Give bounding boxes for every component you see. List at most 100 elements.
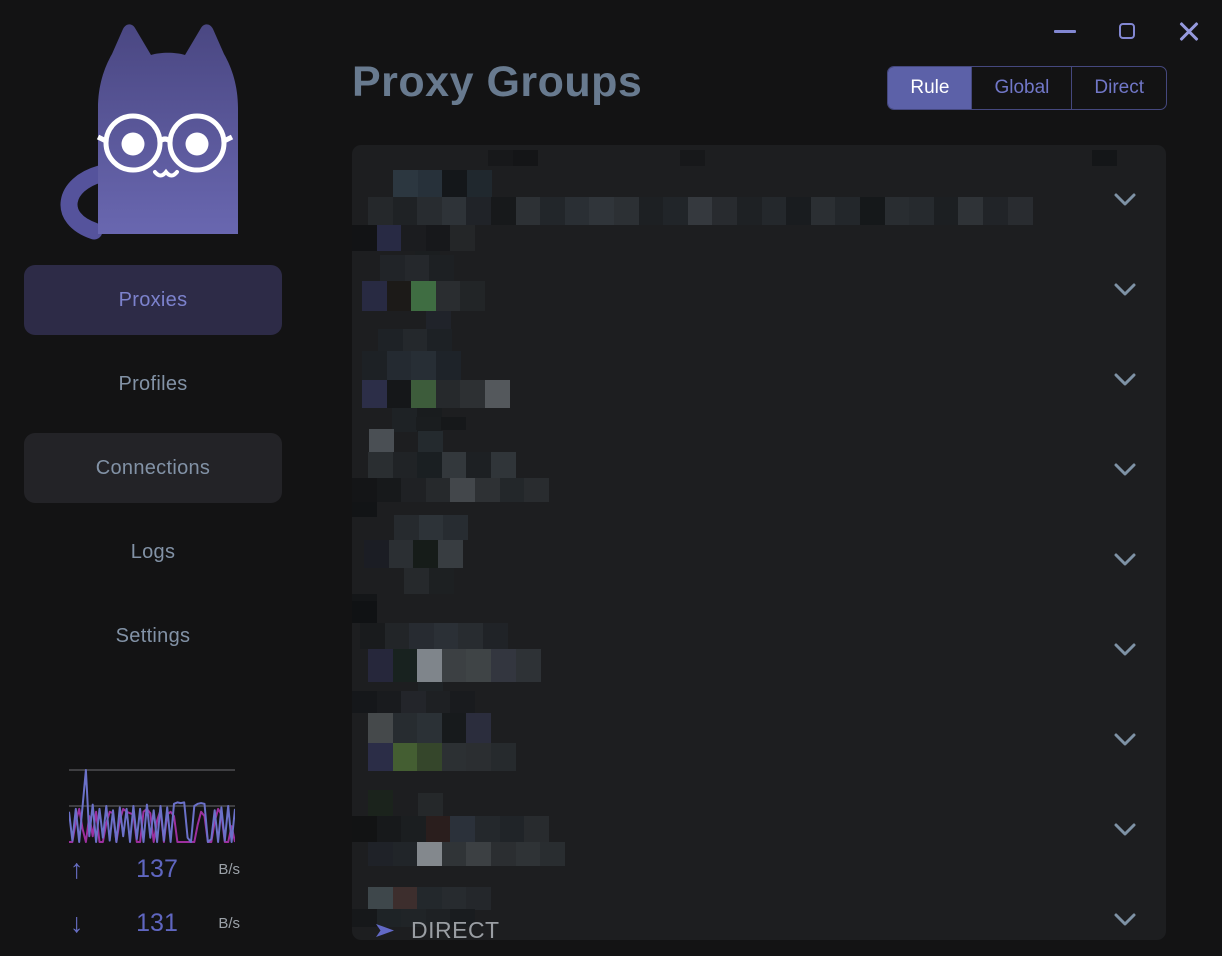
redacted-tile <box>515 197 541 225</box>
group-2-expand-button[interactable] <box>1112 282 1138 300</box>
group-3-expand-button[interactable] <box>1112 372 1138 390</box>
redacted-tile <box>488 150 514 166</box>
group-9-expand-button[interactable] <box>1112 912 1138 930</box>
redacted-tile <box>564 197 590 225</box>
redacted-tile <box>401 691 427 713</box>
redacted-tile <box>352 816 378 842</box>
redacted-tile <box>417 170 443 197</box>
redacted-tile <box>466 743 492 771</box>
sidebar-item-logs[interactable]: Logs <box>130 540 176 563</box>
redacted-tile <box>417 842 443 866</box>
redacted-tile <box>404 255 430 281</box>
redacted-tile <box>524 478 550 502</box>
redacted-tile <box>364 540 390 568</box>
redacted-tile <box>466 842 492 866</box>
redacted-tile <box>499 478 525 502</box>
redacted-tile <box>376 816 402 842</box>
group-8-expand-button[interactable] <box>1112 822 1138 840</box>
cat-logo-icon <box>60 24 238 240</box>
minimize-button[interactable] <box>1048 14 1082 48</box>
maximize-icon <box>1119 23 1135 39</box>
download-arrow-icon: ↓ <box>70 907 84 938</box>
redacted-tile <box>362 351 388 380</box>
redacted-tile <box>441 713 467 743</box>
redacted-tile <box>958 197 984 225</box>
sidebar-item-proxies[interactable]: Proxies <box>24 265 282 335</box>
redacted-tile <box>401 816 427 842</box>
close-button[interactable] <box>1172 14 1206 48</box>
redacted-tile <box>737 197 763 225</box>
redacted-tile <box>418 515 444 540</box>
redacted-tile <box>392 452 418 478</box>
redacted-tile <box>392 408 418 432</box>
sidebar-item-profiles[interactable]: Profiles <box>118 372 188 395</box>
redacted-tile <box>417 743 443 771</box>
group-5-expand-button[interactable] <box>1112 552 1138 570</box>
redacted-tile <box>386 281 412 311</box>
proxy-groups-panel[interactable]: DIRECT <box>352 145 1166 940</box>
redacted-tile <box>983 197 1009 225</box>
chevron-down-icon <box>1114 643 1136 656</box>
redacted-tile <box>394 515 420 540</box>
mode-rule-button[interactable]: Rule <box>888 67 972 109</box>
redacted-tile <box>392 842 418 866</box>
redacted-tile <box>435 380 461 408</box>
clash-cat-logo <box>52 16 252 246</box>
redacted-tile <box>458 623 484 649</box>
redacted-tile <box>450 225 476 251</box>
redacted-tile <box>712 197 738 225</box>
redacted-tile <box>680 150 706 166</box>
redacted-tile <box>440 417 466 430</box>
redacted-tile <box>460 380 486 408</box>
redacted-tile <box>386 351 412 380</box>
redacted-tile <box>376 691 402 713</box>
chevron-down-icon <box>1114 283 1136 296</box>
redacted-tile <box>835 197 861 225</box>
redacted-tile <box>411 351 437 380</box>
redacted-tile <box>352 691 378 713</box>
sidebar-item-settings[interactable]: Settings <box>115 624 191 647</box>
traffic-line-download <box>69 769 235 843</box>
redacted-tile <box>417 197 443 225</box>
redacted-tile <box>417 452 443 478</box>
redacted-tile <box>386 380 412 408</box>
group-6-expand-button[interactable] <box>1112 642 1138 660</box>
mode-direct-button[interactable]: Direct <box>1071 67 1166 109</box>
redacted-tile <box>909 197 935 225</box>
redacted-tile <box>491 842 517 866</box>
redacted-tile <box>540 842 566 866</box>
redacted-tile <box>466 197 492 225</box>
redacted-tile <box>378 329 404 351</box>
selected-proxy-direct[interactable]: DIRECT <box>374 917 500 940</box>
redacted-tile <box>441 743 467 771</box>
redacted-tile <box>401 478 427 502</box>
redacted-tile <box>460 281 486 311</box>
redacted-tile <box>425 909 451 927</box>
page-title: Proxy Groups <box>352 58 643 106</box>
redacted-tile <box>362 380 388 408</box>
redacted-tile <box>441 197 467 225</box>
redacted-tile <box>368 452 394 478</box>
group-1-expand-button[interactable] <box>1112 192 1138 210</box>
redacted-tile <box>491 197 517 225</box>
chevron-down-icon <box>1114 733 1136 746</box>
redacted-tile <box>437 540 463 568</box>
redacted-tile <box>368 649 394 682</box>
sidebar-item-connections[interactable]: Connections <box>24 433 282 503</box>
redacted-tile <box>418 431 444 452</box>
redacted-tile <box>368 197 394 225</box>
redacted-tile <box>485 380 511 408</box>
mode-global-button[interactable]: Global <box>971 67 1071 109</box>
redacted-tile <box>884 197 910 225</box>
redacted-tile <box>393 170 419 197</box>
group-7-expand-button[interactable] <box>1112 732 1138 750</box>
redacted-tile <box>933 197 959 225</box>
maximize-button[interactable] <box>1110 14 1144 48</box>
redacted-tile <box>810 197 836 225</box>
redacted-tile <box>417 713 443 743</box>
redacted-tile <box>388 540 414 568</box>
redacted-tile <box>466 649 492 682</box>
group-4-expand-button[interactable] <box>1112 462 1138 480</box>
redacted-tile <box>435 351 461 380</box>
